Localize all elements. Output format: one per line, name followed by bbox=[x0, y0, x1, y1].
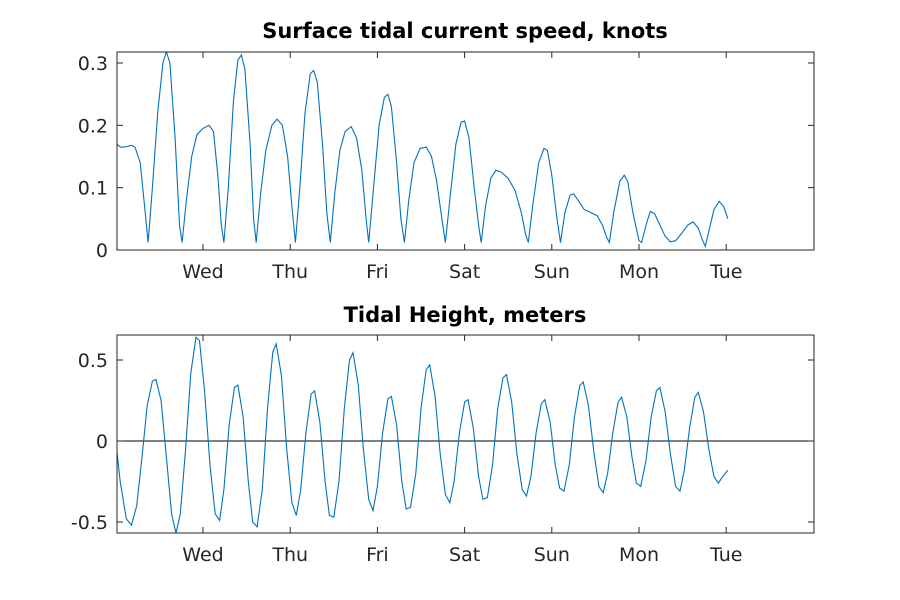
y-tick-label: 0 bbox=[96, 240, 108, 262]
y-tick-label: -0.5 bbox=[71, 512, 108, 534]
x-tick-label: Fri bbox=[366, 261, 389, 283]
current-speed-chart: Surface tidal current speed, knots Wed Th… bbox=[78, 19, 815, 283]
x-tick-label: Fri bbox=[366, 544, 389, 566]
tidal-height-chart: Tidal Height, meters Wed Thu Fri Sat Sun Mon T… bbox=[71, 303, 815, 566]
series-line bbox=[117, 52, 729, 248]
axes-box bbox=[116, 334, 815, 534]
x-tick-label: Wed bbox=[182, 261, 223, 283]
plot-area: Wed Thu Fri Sat Sun Mon Tue -0.5 0 0.5 bbox=[71, 334, 815, 566]
x-tick-label: Sun bbox=[534, 544, 570, 566]
x-tick-label: Mon bbox=[619, 261, 659, 283]
x-tick-label: Tue bbox=[709, 544, 742, 566]
x-tick-label: Mon bbox=[619, 544, 659, 566]
x-tick-label: Thu bbox=[271, 261, 308, 283]
x-tick-label: Tue bbox=[709, 261, 742, 283]
y-tick-label: 0.2 bbox=[78, 115, 108, 137]
series-line bbox=[117, 336, 729, 533]
x-tick-label: Sat bbox=[449, 544, 480, 566]
y-tick-label: 0.3 bbox=[78, 53, 108, 75]
plot-area: Wed Thu Fri Sat Sun Mon Tue 0 0.1 0.2 0.3 bbox=[78, 51, 815, 283]
axes-box bbox=[116, 51, 815, 251]
y-tick-label: 0.1 bbox=[78, 178, 108, 200]
chart-title: Tidal Height, meters bbox=[344, 303, 587, 327]
x-tick-label: Sat bbox=[449, 261, 480, 283]
x-tick-label: Wed bbox=[182, 544, 223, 566]
x-tick-label: Sun bbox=[534, 261, 570, 283]
y-tick-label: 0.5 bbox=[78, 350, 108, 372]
x-tick-label: Thu bbox=[271, 544, 308, 566]
chart-title: Surface tidal current speed, knots bbox=[262, 19, 668, 43]
y-tick-label: 0 bbox=[96, 431, 108, 453]
